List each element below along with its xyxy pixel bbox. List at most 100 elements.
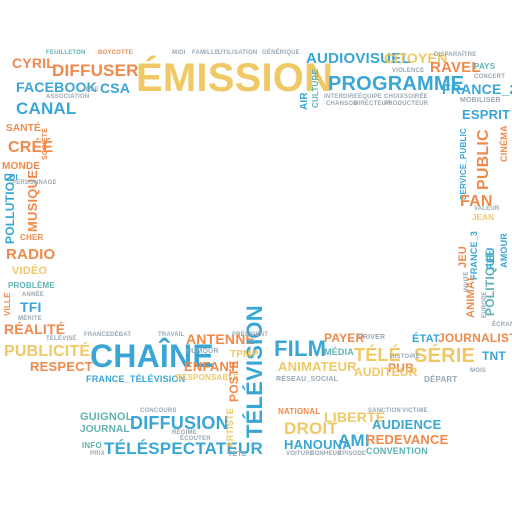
word-feuilleton: FEUILLETON <box>46 50 86 56</box>
word-convention: CONVENTION <box>366 446 429 456</box>
word-chanson: CHANSON <box>326 101 358 107</box>
word-cher: CHER <box>20 233 44 242</box>
word-emission: ÉMISSION <box>136 56 334 100</box>
word-audience: AUDIENCE <box>372 417 442 432</box>
word-cree: CRÉÉ <box>8 139 54 156</box>
word-loi: LOI <box>4 173 18 182</box>
word-csa: CSA <box>100 80 131 96</box>
word-pub: PUB <box>388 361 414 375</box>
word-jean: JEAN <box>472 213 495 222</box>
word-personnage: PERSONNAGE <box>12 180 57 186</box>
word-guignol: GUIGNOL <box>80 411 133 423</box>
word-responsable: RESPONSABLE <box>176 373 240 382</box>
word-canal: CANAL <box>16 99 77 118</box>
word-audiovisuel: AUDIOVISUEL <box>306 50 411 67</box>
word-publicite: PUBLICITÉ <box>4 343 91 360</box>
word-interdire: INTERDIRE <box>324 94 359 100</box>
word-auditeur: AUDITEUR <box>354 365 418 379</box>
word-fan: FAN <box>460 193 493 210</box>
word-pays: PAYS <box>474 62 496 71</box>
word-soiree: SOIRÉE <box>404 94 428 100</box>
word-tpmp: JEU <box>457 246 469 268</box>
word-etat: ÉTAT <box>412 333 440 345</box>
word-travail: TRAVAIL <box>158 332 185 338</box>
word-regime: RÉGIME <box>172 430 197 436</box>
word-president: PRÉSIDENT <box>232 332 269 338</box>
word-facebook: FACEBOOK <box>16 79 97 95</box>
word-france2: FRANCE_2 <box>442 81 512 97</box>
word-video: VIDÉO <box>12 265 48 277</box>
word-liberte: LIBERTÉ <box>324 409 386 425</box>
word-merite: MÉRITE <box>18 316 42 322</box>
word-tele: TÉLÉ <box>354 345 401 365</box>
word-hanouna: HANOUNA <box>284 437 352 452</box>
word-equipe: ÉQUIPE <box>358 94 382 100</box>
word-idee: IDÉE <box>84 87 99 93</box>
word-reseau-social: RÉSEAU_SOCIAL <box>276 376 339 383</box>
word-france3: FRANCE_3 <box>469 230 479 280</box>
word-journaliste: JOURNALISTE <box>438 331 512 345</box>
word-ville: VILLE <box>3 292 12 316</box>
word-boycotte: BOYCOTTE <box>98 50 133 56</box>
word-france: FRANCE <box>84 332 111 338</box>
word-europe: EUROPE <box>482 291 488 318</box>
word-service-public: SERVICE_PUBLIC <box>459 127 468 200</box>
word-air: AIR <box>299 92 310 110</box>
word-citoyen: CITOYEN <box>384 50 448 66</box>
word-midi: MIDI <box>172 50 186 56</box>
word-culture: CULTURE <box>311 68 320 108</box>
word-ami: AMI <box>338 431 370 450</box>
word-telespectateur: TÉLÉSPECTATEUR <box>104 439 263 458</box>
word-public: PUBLIC <box>475 129 492 190</box>
word-sanction: SANCTION <box>368 408 401 414</box>
word-disparaitre: DISPARAÎTRE <box>434 52 477 58</box>
word-jeu: TPMP <box>230 349 259 360</box>
word-radio: RADIO <box>6 246 56 263</box>
word-episode: ÉPISODE <box>338 451 367 457</box>
word-diffuser: DIFFUSER <box>52 61 139 80</box>
word-bonheur: BONHEUR <box>310 451 342 457</box>
word-victime: VICTIME <box>402 408 428 414</box>
word-feu: FEU <box>485 247 497 270</box>
word-monde: MONDE <box>2 161 41 172</box>
word-valeur: VALEUR <box>474 206 500 212</box>
word-diffusion: DIFFUSION <box>130 413 229 433</box>
word-national: NATIONAL <box>278 407 321 416</box>
word-invite: INVITÉ <box>464 271 470 292</box>
word-france-television: FRANCE_TÉLÉVISION <box>86 374 186 384</box>
word-humour: HUMOUR <box>186 348 219 355</box>
word-serie: SÉRIE <box>414 345 476 367</box>
word-concert: CONCERT <box>474 74 506 80</box>
word-televise: TÉLÉVISÉ <box>46 336 77 342</box>
word-payer: PAYER <box>324 331 365 345</box>
word-info: INFO <box>82 441 102 450</box>
word-ecran: ÉCRAN <box>492 322 512 328</box>
word-violence: VIOLENCE <box>392 68 425 74</box>
word-realite: RÉALITÉ <box>4 321 66 337</box>
word-association: ASSOCIATION <box>46 94 90 100</box>
word-generique: GÉNÉRIQUE <box>262 50 300 56</box>
word-societe: SOCIÉTÉ <box>42 127 49 160</box>
word-film: FILM <box>274 336 327 361</box>
word-choix: CHOIX <box>384 94 405 100</box>
word-animateur: ANIMATEUR <box>278 359 357 374</box>
word-droit: DROIT <box>284 419 338 438</box>
word-utilisation: UTILISATION <box>218 50 258 56</box>
word-cyril: CYRIL <box>12 55 55 71</box>
word-annee: ANNÉE <box>22 292 45 298</box>
word-enfant: ENFANT <box>184 359 238 374</box>
word-depart: DÉPART <box>424 375 458 384</box>
word-mois: MOIS <box>470 368 487 374</box>
word-amour: AMOUR <box>499 233 509 268</box>
word-tfi: TFI <box>20 299 42 315</box>
word-tnt: TNT <box>482 349 506 363</box>
word-media: MÉDIA <box>324 347 354 357</box>
word-debat: DÉBAT <box>110 332 132 338</box>
word-chaine: CHAÎNE <box>90 338 214 374</box>
word-mobiliser: MOBILISER <box>460 97 501 104</box>
word-ecouter: ÉCOUTER <box>180 436 211 442</box>
word-concours: CONCOURS <box>140 408 177 414</box>
word-histoire: HISTOIRE <box>390 354 420 360</box>
word-prix: PRIX <box>90 451 105 457</box>
